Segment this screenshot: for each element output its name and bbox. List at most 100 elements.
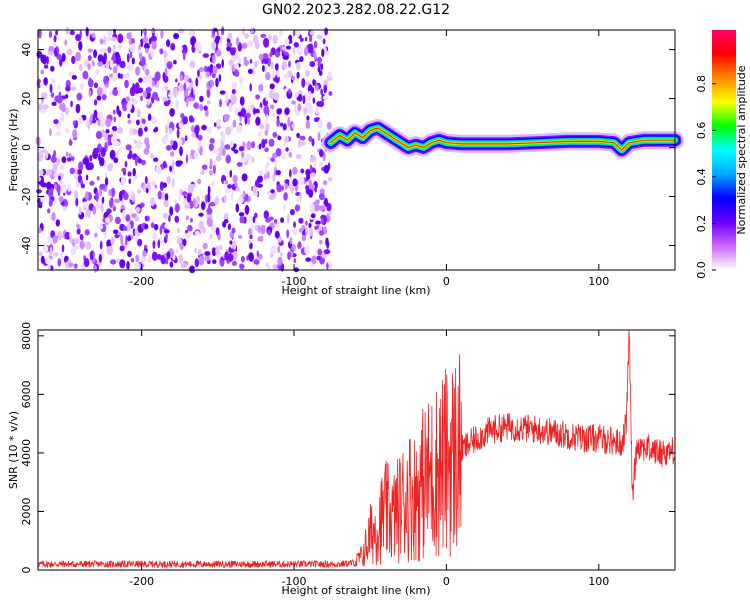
noise-blob <box>98 188 103 197</box>
noise-blob <box>89 154 93 162</box>
noise-blob <box>157 239 161 249</box>
noise-blob <box>264 129 268 136</box>
noise-blob <box>126 53 130 63</box>
noise-blob <box>265 122 270 133</box>
noise-blob <box>51 211 56 222</box>
noise-blob <box>152 231 157 241</box>
noise-blob <box>281 153 286 160</box>
noise-blob <box>312 79 316 86</box>
noise-blob <box>241 27 245 36</box>
noise-blob <box>225 180 229 185</box>
noise-blob <box>259 235 264 242</box>
noise-blob <box>53 252 59 257</box>
noise-blob <box>232 143 237 149</box>
noise-blob <box>322 180 328 186</box>
noise-blob <box>143 244 148 249</box>
noise-blob <box>79 233 84 241</box>
noise-blob <box>57 189 61 197</box>
noise-blob <box>175 248 179 254</box>
noise-blob <box>159 48 164 55</box>
noise-blob <box>318 230 325 236</box>
noise-blob <box>129 52 133 59</box>
noise-blob <box>206 71 211 78</box>
noise-blob <box>125 144 132 151</box>
noise-blob <box>134 262 141 273</box>
colorbar-tick-label: 0.2 <box>695 215 708 233</box>
noise-blob <box>69 231 73 239</box>
noise-blob <box>306 103 312 113</box>
noise-blob <box>288 169 292 178</box>
noise-blob <box>140 159 147 166</box>
noise-blob <box>241 151 245 158</box>
noise-blob <box>40 108 47 114</box>
noise-blob <box>199 95 204 103</box>
noise-blob <box>293 221 296 228</box>
noise-blob <box>201 164 208 170</box>
x-tick-label: -100 <box>282 575 307 588</box>
noise-blob <box>297 241 302 250</box>
noise-blob <box>116 151 120 159</box>
noise-blob <box>173 32 180 40</box>
noise-blob <box>298 217 304 224</box>
y-tick-label: -40 <box>20 237 33 255</box>
noise-blob <box>305 69 310 77</box>
noise-blob <box>212 164 216 175</box>
noise-blob <box>130 258 135 263</box>
noise-blob <box>265 161 270 168</box>
noise-blob <box>178 254 183 264</box>
noise-blob <box>198 255 205 266</box>
noise-blob <box>178 122 183 129</box>
noise-blob <box>197 134 203 141</box>
noise-blob <box>290 244 296 251</box>
noise-blob <box>104 177 109 186</box>
noise-blob <box>238 146 245 152</box>
noise-blob <box>152 91 159 101</box>
noise-blob <box>296 71 300 79</box>
noise-blob <box>114 51 120 58</box>
noise-blob <box>179 46 183 52</box>
noise-blob <box>260 224 266 235</box>
noise-blob <box>165 144 172 151</box>
noise-blob <box>264 147 269 152</box>
noise-blob <box>148 74 153 84</box>
noise-blob <box>85 174 89 181</box>
noise-blob <box>78 206 82 216</box>
noise-blob <box>117 72 121 79</box>
noise-blob <box>270 61 274 70</box>
noise-blob <box>134 229 139 236</box>
noise-blob <box>153 157 159 162</box>
noise-blob <box>168 127 173 135</box>
noise-blob <box>124 79 129 89</box>
noise-blob <box>288 88 291 95</box>
noise-blob <box>135 66 141 76</box>
noise-blob <box>229 140 234 148</box>
noise-blob <box>71 75 77 80</box>
noise-blob <box>87 78 94 88</box>
noise-blob <box>85 241 92 250</box>
noise-blob <box>87 122 90 131</box>
noise-blob <box>46 181 52 190</box>
noise-blob <box>303 107 308 115</box>
noise-blob <box>310 87 315 94</box>
noise-blob <box>232 174 238 183</box>
noise-blob <box>76 92 83 101</box>
noise-blob <box>82 157 89 165</box>
noise-blob <box>121 209 126 220</box>
noise-blob <box>230 124 234 131</box>
noise-blob <box>178 83 184 92</box>
noise-blob <box>281 185 284 191</box>
noise-blob <box>194 230 200 237</box>
noise-blob <box>72 129 78 139</box>
noise-blob <box>310 213 316 219</box>
noise-blob <box>265 94 269 102</box>
noise-blob <box>310 172 316 178</box>
noise-blob <box>70 86 77 91</box>
noise-blob <box>190 184 196 189</box>
noise-blob <box>301 78 306 88</box>
noise-blob <box>221 59 224 68</box>
noise-blob <box>325 237 329 247</box>
noise-blob <box>305 81 311 86</box>
noise-blob <box>307 43 314 54</box>
noise-blob <box>211 181 215 187</box>
noise-blob <box>281 46 286 51</box>
